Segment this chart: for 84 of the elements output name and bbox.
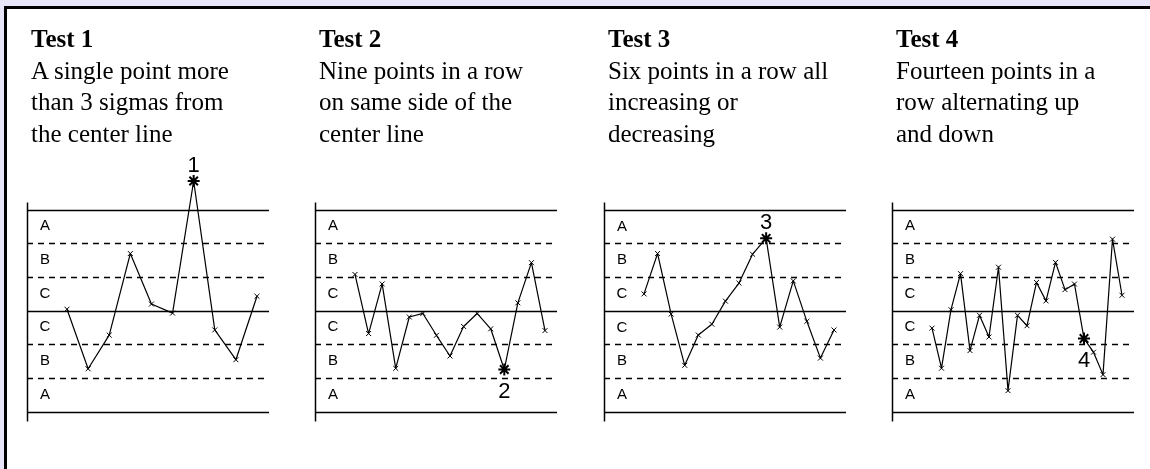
point bbox=[379, 280, 386, 287]
text: A bbox=[327, 384, 339, 402]
point bbox=[722, 298, 729, 305]
text: C bbox=[904, 283, 916, 301]
text: B bbox=[616, 351, 628, 369]
point bbox=[1005, 387, 1011, 394]
point bbox=[641, 290, 647, 297]
text: B bbox=[39, 250, 51, 268]
point bbox=[1109, 236, 1116, 243]
text: C bbox=[904, 317, 916, 335]
point bbox=[957, 270, 964, 277]
text: B bbox=[327, 351, 339, 369]
point bbox=[211, 326, 218, 333]
text: B bbox=[904, 250, 916, 268]
text: C bbox=[616, 283, 628, 301]
point bbox=[1100, 371, 1106, 378]
text: C bbox=[39, 283, 51, 301]
text: C bbox=[327, 317, 339, 335]
point bbox=[1071, 281, 1078, 288]
point bbox=[232, 356, 239, 363]
text: A bbox=[616, 384, 628, 402]
point bbox=[433, 332, 440, 339]
text: A bbox=[39, 384, 51, 402]
point bbox=[542, 327, 548, 334]
point bbox=[528, 259, 535, 266]
chart-title: Test 2 bbox=[319, 24, 383, 54]
point bbox=[1052, 259, 1059, 266]
text: B bbox=[616, 250, 628, 268]
text: A bbox=[904, 216, 916, 234]
annotation: 3 bbox=[760, 209, 773, 235]
text: A bbox=[904, 384, 916, 402]
chart-title: Test 4 bbox=[896, 24, 960, 54]
text: B bbox=[327, 250, 339, 268]
chart-subtitle: A single point more than 3 sigmas from the center line bbox=[31, 55, 230, 149]
point bbox=[487, 325, 494, 332]
point bbox=[803, 318, 810, 325]
point bbox=[254, 293, 260, 300]
point bbox=[148, 301, 155, 307]
point bbox=[681, 362, 688, 369]
point bbox=[406, 314, 413, 320]
point bbox=[929, 325, 935, 332]
text: B bbox=[904, 351, 916, 369]
point bbox=[708, 321, 715, 328]
chart-subtitle: Nine points in a row on same side of the center line bbox=[319, 55, 525, 149]
text: C bbox=[39, 317, 51, 335]
point bbox=[352, 271, 358, 278]
chart-subtitle: Fourteen points in a row alternating up and down bbox=[896, 55, 1097, 149]
point bbox=[1062, 286, 1068, 293]
point bbox=[169, 310, 176, 317]
point bbox=[1119, 292, 1125, 299]
point bbox=[976, 312, 983, 319]
annotation: 2 bbox=[498, 377, 511, 403]
text: C bbox=[616, 317, 628, 335]
text: A bbox=[327, 216, 339, 234]
point bbox=[127, 250, 134, 257]
point bbox=[995, 264, 1002, 271]
annotation: 4 bbox=[1077, 346, 1091, 372]
point bbox=[736, 280, 742, 287]
chart-title: Test 3 bbox=[608, 24, 672, 54]
text: C bbox=[327, 283, 339, 301]
point bbox=[668, 311, 675, 318]
point bbox=[106, 332, 113, 339]
point bbox=[85, 365, 92, 372]
point bbox=[967, 347, 973, 354]
point bbox=[695, 332, 702, 338]
text: A bbox=[616, 216, 628, 234]
point bbox=[514, 299, 521, 306]
point bbox=[749, 251, 756, 258]
chart-title: Test 1 bbox=[31, 24, 95, 54]
chart-subtitle: Six points in a row all increasing or decreasing bbox=[608, 55, 830, 149]
text: A bbox=[39, 216, 51, 234]
point bbox=[1014, 312, 1021, 319]
point bbox=[948, 306, 954, 313]
point bbox=[790, 277, 797, 284]
point bbox=[938, 365, 945, 372]
point bbox=[1024, 322, 1030, 329]
point bbox=[392, 365, 399, 372]
text: B bbox=[39, 351, 51, 369]
point bbox=[817, 355, 824, 362]
point bbox=[776, 324, 783, 331]
point bbox=[1043, 297, 1049, 304]
point bbox=[1090, 349, 1097, 356]
point bbox=[365, 330, 372, 337]
annotation: 1 bbox=[187, 152, 200, 178]
